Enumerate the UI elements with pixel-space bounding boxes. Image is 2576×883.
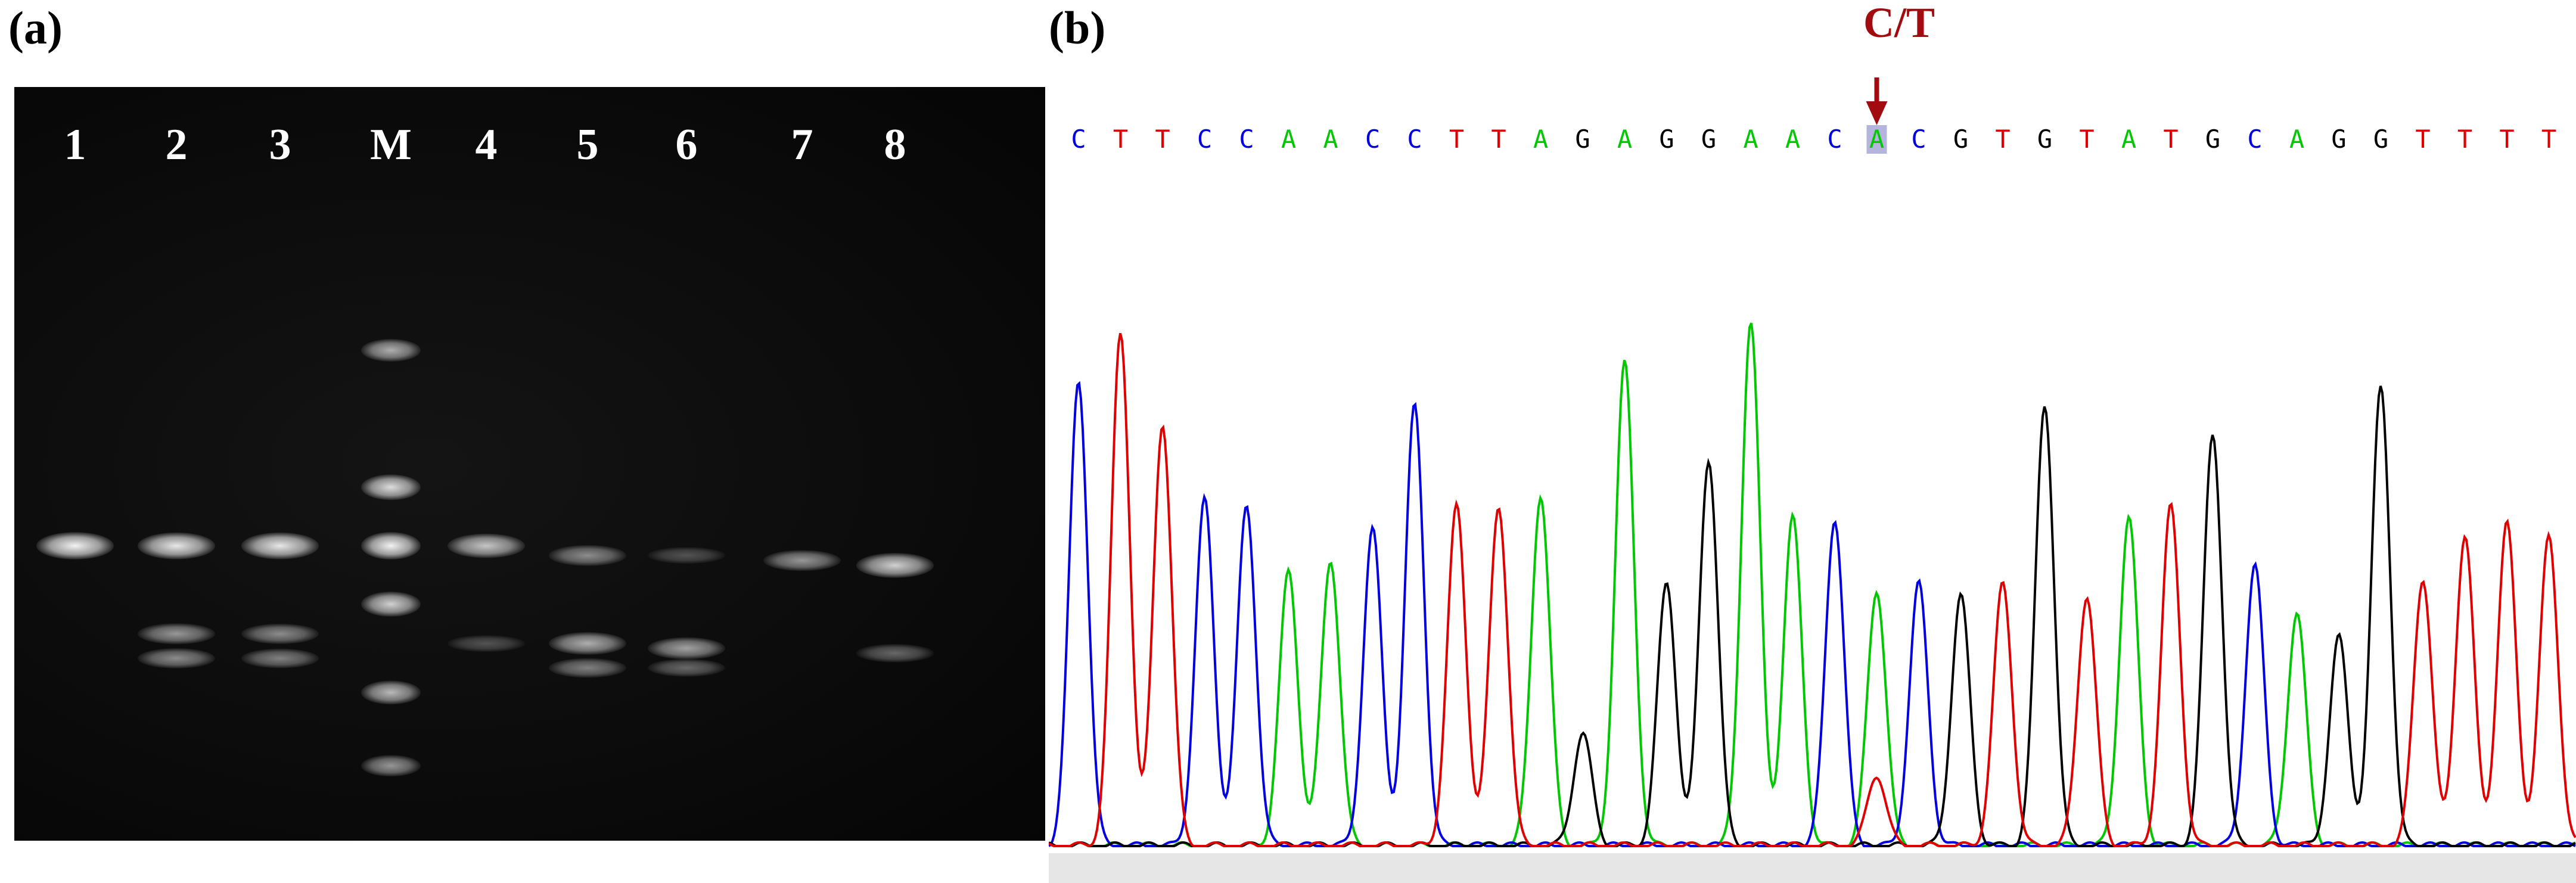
base-call: A (1617, 125, 1632, 154)
panel-label-a: (a) (8, 2, 63, 54)
base-call: C (1827, 125, 1842, 154)
marker-band (361, 755, 421, 776)
lane-label: 1 (64, 120, 86, 169)
lane-label: 5 (576, 120, 599, 169)
snp-arrow-icon (1866, 77, 1888, 125)
gel-band (36, 532, 114, 559)
base-call: A (1869, 125, 1884, 154)
base-call: T (2415, 125, 2430, 154)
lane-label: M (370, 120, 412, 169)
base-call: G (1953, 125, 1968, 154)
base-call: C (2247, 125, 2262, 154)
base-call: A (1323, 125, 1338, 154)
lane-label: 3 (269, 120, 291, 169)
base-call: G (1701, 125, 1716, 154)
marker-band (361, 680, 421, 704)
marker-band (361, 532, 421, 559)
base-call: T (2499, 125, 2514, 154)
base-call: T (1113, 125, 1128, 154)
base-call: T (2079, 125, 2094, 154)
trace-c (1049, 381, 2576, 847)
lane-label: 7 (791, 120, 813, 169)
gel-band (648, 658, 725, 677)
agarose-gel-image: 1 2 3 M 4 5 6 7 8 (14, 87, 1045, 841)
chromatogram-baseline-bar (1049, 853, 2576, 883)
gel-band (448, 635, 525, 652)
base-call: G (1659, 125, 1674, 154)
lane-label: 4 (475, 120, 498, 169)
base-call: C (1239, 125, 1254, 154)
base-call: C (1197, 125, 1212, 154)
base-call: T (2163, 125, 2178, 154)
base-call: T (2541, 125, 2556, 154)
base-call: A (1281, 125, 1296, 154)
gel-band (241, 532, 319, 559)
lane-label: 6 (675, 120, 698, 169)
base-call: A (1743, 125, 1758, 154)
marker-band (361, 338, 421, 362)
snp-callout-label: C/T (1863, 0, 1935, 46)
base-call: C (1365, 125, 1380, 154)
base-call: A (2289, 125, 2304, 154)
panel-label-b: (b) (1049, 2, 1106, 54)
base-call: C (1407, 125, 1422, 154)
base-call: C (1911, 125, 1926, 154)
snp-arrow-head (1866, 101, 1888, 125)
base-call: T (1995, 125, 2010, 154)
trace-a (1049, 322, 2576, 847)
gel-band (549, 545, 626, 566)
gel-band (448, 533, 525, 558)
lane-label: 8 (884, 120, 906, 169)
gel-band (856, 644, 934, 663)
base-call: G (2331, 125, 2346, 154)
gel-band (138, 623, 215, 645)
gel-band (241, 648, 319, 669)
gel-band (241, 623, 319, 644)
base-call: A (2121, 125, 2136, 154)
gel-band (648, 637, 725, 660)
base-call: T (1491, 125, 1506, 154)
marker-band (361, 474, 421, 500)
trace-g (1049, 385, 2576, 847)
gel-band (138, 648, 215, 669)
base-call: G (2037, 125, 2052, 154)
lane-label: 2 (165, 120, 188, 169)
snp-highlight (1866, 125, 1887, 154)
gel-band (763, 549, 841, 571)
base-call: T (1155, 125, 1170, 154)
marker-band (361, 592, 421, 617)
base-call: C (1071, 125, 1086, 154)
chromatogram-traces (1049, 322, 2576, 847)
gel-band (648, 547, 725, 564)
base-call: A (1533, 125, 1548, 154)
base-call: G (2205, 125, 2220, 154)
gel-band (138, 532, 215, 559)
gel-band (549, 632, 626, 655)
base-call: G (2373, 125, 2388, 154)
gel-band (856, 552, 934, 578)
trace-t (1049, 332, 2576, 847)
base-call: T (1449, 125, 1464, 154)
base-call: A (1785, 125, 1800, 154)
base-call: T (2457, 125, 2472, 154)
base-call: G (1575, 125, 1590, 154)
gel-band (549, 658, 626, 678)
